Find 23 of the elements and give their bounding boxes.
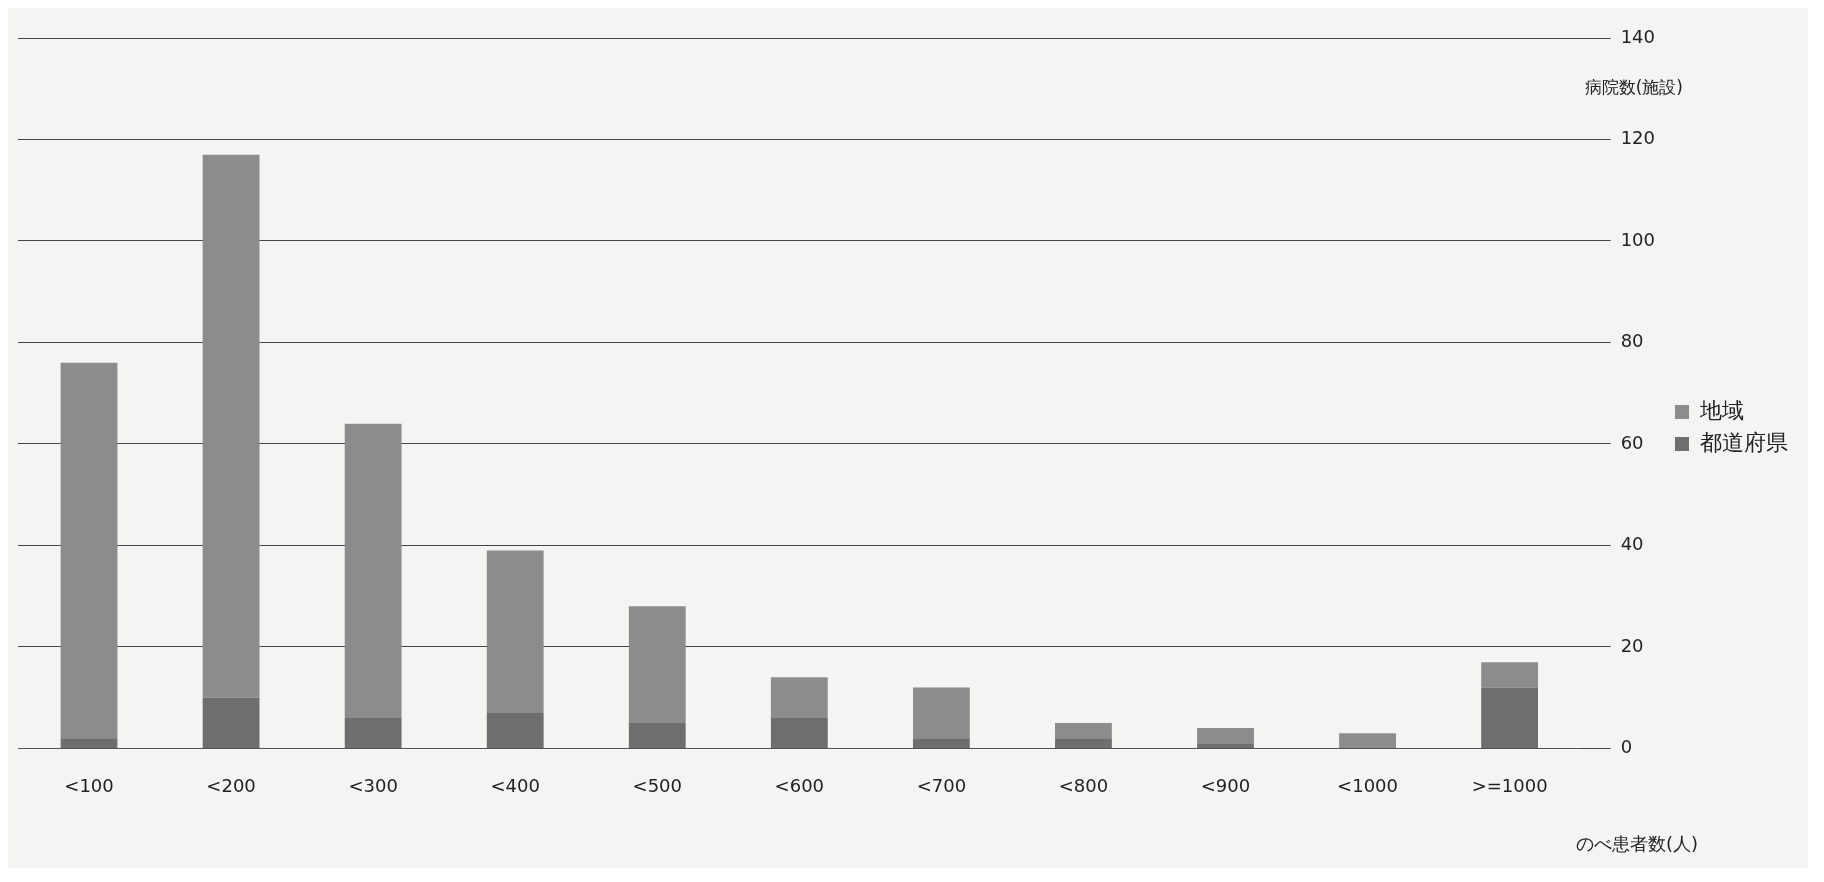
y-tick-label: 0: [1620, 736, 1633, 758]
y-axis-title: 病院数(施設): [1584, 76, 1683, 99]
legend-label: 地域: [1699, 397, 1744, 423]
x-tick-label: <700: [916, 774, 967, 796]
y-tick-label: 20: [1620, 634, 1644, 656]
x-tick-label: <400: [490, 774, 540, 796]
x-tick-label: <200: [206, 774, 256, 796]
legend-label: 都道府県: [1700, 429, 1788, 455]
x-tick-label: <500: [632, 774, 682, 796]
x-tick-label: <100: [64, 774, 114, 796]
y-tick-label: 60: [1620, 431, 1644, 453]
y-tick-label: 120: [1620, 127, 1655, 149]
x-tick-label: <300: [348, 774, 398, 796]
y-tick-label: 100: [1620, 228, 1655, 250]
x-tick-label: >=1000: [1471, 774, 1548, 796]
x-tick-label: <1000: [1337, 774, 1398, 796]
y-tick-label: 80: [1620, 330, 1644, 352]
y-tick-label: 140: [1620, 25, 1655, 47]
x-tick-label: <800: [1058, 774, 1109, 796]
x-axis-title: のべ患者数(人): [1575, 832, 1698, 856]
y-tick-label: 40: [1620, 533, 1644, 555]
x-tick-label: <600: [774, 774, 825, 796]
x-tick-label: <900: [1200, 774, 1251, 796]
